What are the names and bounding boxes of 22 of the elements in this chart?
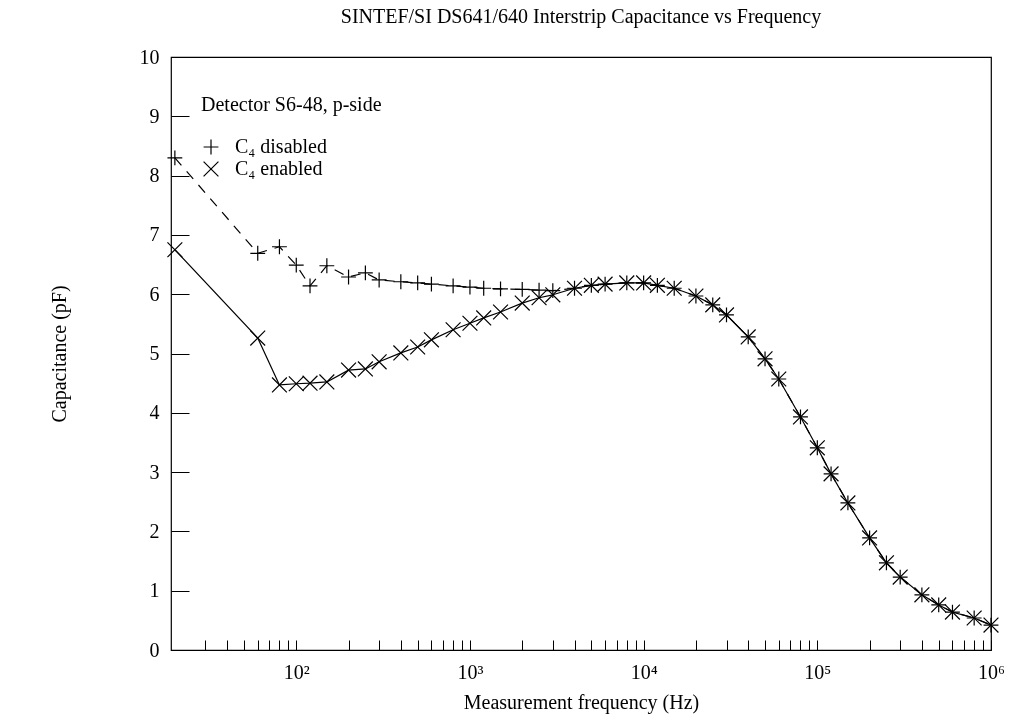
y-tick-label: 6 [149, 282, 160, 305]
legend-label: C₄ disabled [235, 135, 327, 157]
y-tick-label: 1 [149, 579, 160, 602]
x-tick-label: 10³ [457, 660, 484, 683]
y-tick-label: 3 [149, 460, 160, 483]
x-tick-label: 10⁵ [804, 660, 832, 683]
y-tick-label: 8 [149, 164, 160, 187]
y-axis-title: Capacitance (pF) [47, 285, 71, 423]
legend-label: C₄ enabled [235, 157, 323, 179]
y-tick-label: 7 [149, 223, 160, 246]
y-tick-label: 9 [149, 104, 160, 127]
y-tick-label: 0 [149, 638, 160, 661]
y-tick-label: 4 [149, 401, 160, 424]
y-tick-label: 10 [139, 45, 160, 68]
x-tick-label: 10⁶ [978, 660, 1006, 683]
y-tick-label: 5 [149, 342, 160, 364]
annotation: Detector S6-48, p-side [201, 93, 382, 116]
chart-title: SINTEF/SI DS641/640 Interstrip Capacitance vs Frequency [340, 5, 822, 28]
x-tick-label: 10² [283, 660, 310, 683]
x-tick-label: 10⁴ [630, 660, 658, 683]
x-axis-title: Measurement frequency (Hz) [463, 690, 700, 714]
y-tick-label: 2 [149, 519, 160, 542]
